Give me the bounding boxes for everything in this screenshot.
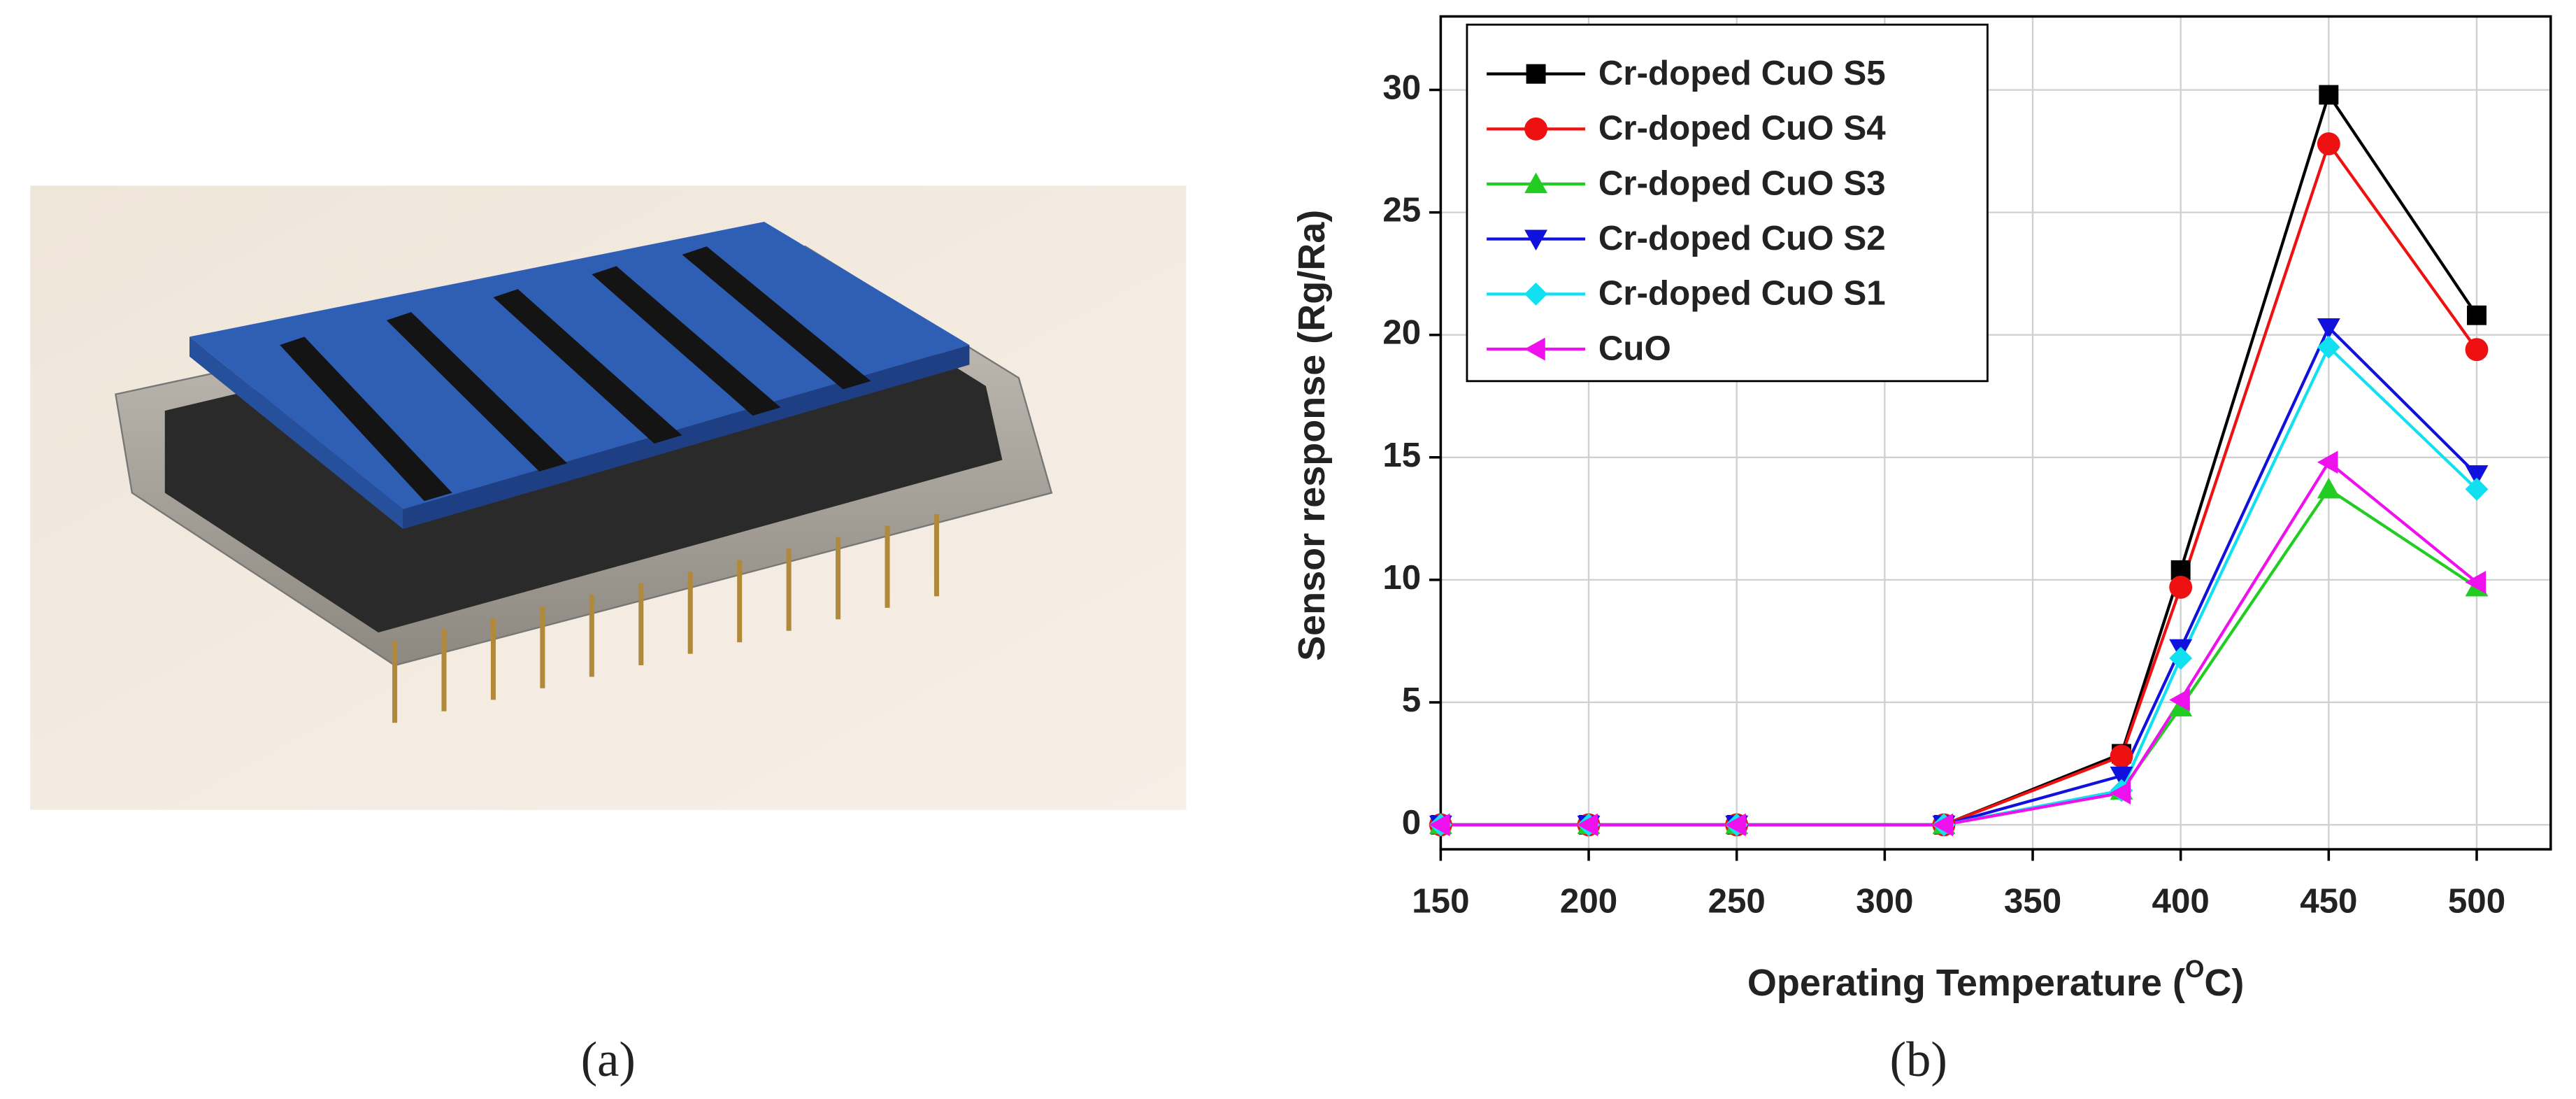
series-line bbox=[1440, 460, 2478, 827]
series-line bbox=[1440, 325, 2478, 827]
marker bbox=[2110, 766, 2133, 788]
series-line bbox=[1440, 344, 2478, 827]
marker bbox=[2317, 451, 2338, 474]
marker bbox=[1524, 172, 1548, 194]
x-tick-label: 500 bbox=[2448, 882, 2505, 921]
marker bbox=[1526, 64, 1546, 84]
x-axis-label-sup: O bbox=[2185, 956, 2204, 983]
x-tick-label: 250 bbox=[1708, 882, 1766, 921]
marker bbox=[2317, 132, 2340, 156]
marker bbox=[2110, 781, 2131, 804]
y-tick-label: 0 bbox=[1402, 803, 1421, 842]
legend-label: Cr-doped CuO S4 bbox=[1598, 109, 1886, 148]
marker bbox=[2169, 575, 2193, 599]
legend-label: CuO bbox=[1598, 329, 1671, 367]
marker bbox=[2317, 318, 2340, 339]
legend-box bbox=[1466, 23, 1989, 383]
series-line bbox=[1440, 487, 2478, 827]
marker bbox=[2169, 688, 2190, 711]
panel-caption: (a) bbox=[581, 1033, 636, 1087]
x-tick-label: 450 bbox=[2300, 882, 2357, 921]
marker bbox=[2467, 305, 2486, 325]
marker bbox=[2465, 477, 2489, 501]
marker bbox=[2317, 335, 2340, 359]
panel-caption: (b) bbox=[1890, 1033, 1947, 1087]
x-tick-label: 400 bbox=[2152, 882, 2210, 921]
y-tick-label: 30 bbox=[1382, 69, 1421, 107]
marker bbox=[1524, 229, 1548, 251]
marker bbox=[2465, 465, 2489, 486]
legend-label: Cr-doped CuO S5 bbox=[1598, 54, 1886, 92]
marker bbox=[1725, 813, 1746, 837]
marker bbox=[1429, 813, 1450, 837]
plot-frame bbox=[1439, 15, 2552, 851]
y-tick-label: 5 bbox=[1402, 681, 1421, 719]
marker bbox=[1524, 337, 1545, 361]
marker bbox=[1577, 813, 1598, 837]
y-axis-label: Sensor response (Rg/Ra) bbox=[1291, 210, 1333, 661]
marker bbox=[1524, 282, 1548, 306]
x-tick-label: 150 bbox=[1412, 882, 1469, 921]
marker bbox=[2169, 646, 2193, 670]
marker bbox=[2110, 744, 2133, 768]
legend-label: Cr-doped CuO S2 bbox=[1598, 219, 1886, 257]
x-axis-label-part: C) bbox=[2204, 962, 2244, 1004]
marker bbox=[1932, 813, 1954, 837]
y-tick-label: 25 bbox=[1382, 191, 1421, 229]
y-tick-label: 20 bbox=[1382, 313, 1421, 352]
marker bbox=[2319, 85, 2339, 105]
photo bbox=[30, 185, 1187, 810]
x-axis-label: Operating Temperature (OC) bbox=[1747, 956, 2245, 1004]
marker bbox=[2465, 570, 2486, 594]
legend-label: Cr-doped CuO S1 bbox=[1598, 274, 1886, 313]
marker bbox=[1524, 117, 1548, 141]
marker bbox=[2317, 477, 2340, 499]
x-tick-label: 200 bbox=[1560, 882, 1617, 921]
y-tick-label: 10 bbox=[1382, 558, 1421, 597]
y-tick-label: 15 bbox=[1382, 436, 1421, 474]
x-tick-label: 350 bbox=[2004, 882, 2061, 921]
x-axis-label-part: Operating Temperature ( bbox=[1747, 962, 2185, 1004]
legend-label: Cr-doped CuO S3 bbox=[1598, 164, 1886, 202]
x-tick-label: 300 bbox=[1856, 882, 1913, 921]
marker bbox=[2465, 338, 2489, 362]
